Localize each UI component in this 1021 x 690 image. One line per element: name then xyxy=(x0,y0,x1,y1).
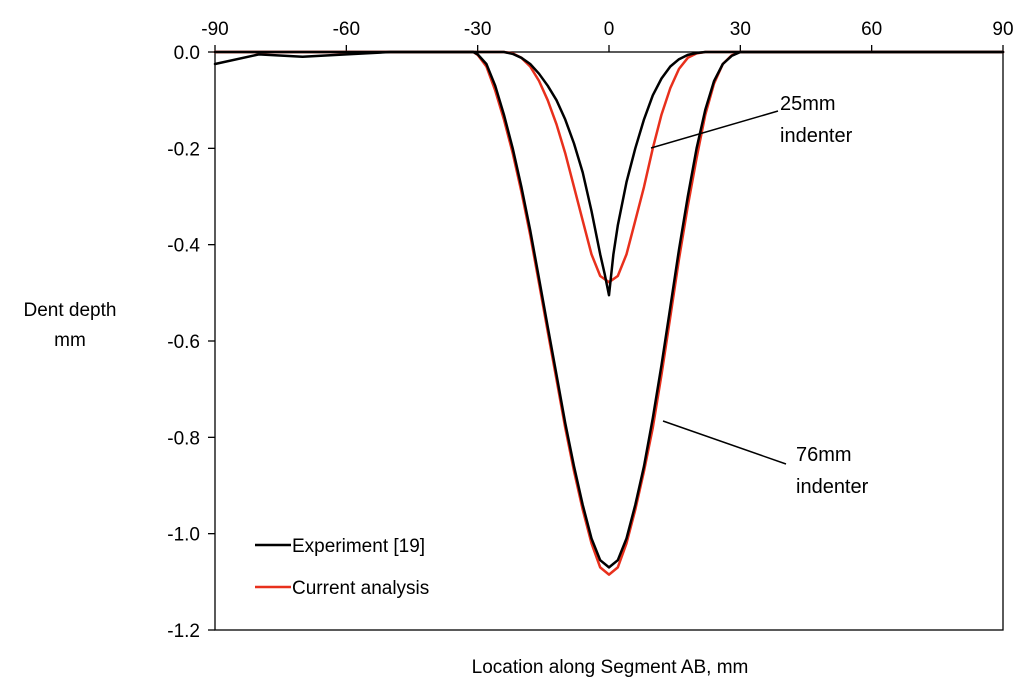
y-tick-label: -1.2 xyxy=(167,621,200,642)
y-tick-label: -0.4 xyxy=(167,236,200,257)
series-line-current-analysis-25mm-indenter xyxy=(213,50,1005,284)
legend-label-experiment: Experiment [19] xyxy=(292,536,425,557)
annotation-76mm-line-1: 76mm xyxy=(796,444,852,466)
annotation-leader-25mm xyxy=(650,110,779,149)
series-layer xyxy=(213,50,1005,576)
x-tick-label: 30 xyxy=(730,19,751,40)
x-tick-label: -90 xyxy=(201,19,228,40)
annotation-leader-76mm xyxy=(662,420,787,465)
y-tick-label: -1.0 xyxy=(167,525,200,546)
y-axis-title-line-1: Dent depth xyxy=(24,300,117,321)
x-tick-label: 0 xyxy=(604,19,615,40)
y-tick-label: -0.2 xyxy=(167,139,200,160)
x-axis-title: Location along Segment AB, mm xyxy=(472,657,749,678)
series-line-experiment-25mm-indenter xyxy=(213,50,1005,297)
annotation-76mm-line-2: indenter xyxy=(796,476,869,498)
y-tick-label: -0.8 xyxy=(167,428,200,449)
x-tick-label: -30 xyxy=(464,19,491,40)
x-axis: -90 -60 -30 0 30 60 90 xyxy=(201,19,1014,52)
legend-label-current: Current analysis xyxy=(292,578,429,599)
series-line-current-analysis-76mm-indenter xyxy=(213,50,1005,576)
x-tick-label: -60 xyxy=(333,19,360,40)
series-line-experiment-76mm-indenter xyxy=(213,50,1005,569)
annotation-25mm-line-2: indenter xyxy=(780,125,853,147)
annotation-25mm-line-1: 25mm xyxy=(780,93,836,115)
x-tick-label: 90 xyxy=(992,19,1013,40)
x-tick-label: 60 xyxy=(861,19,882,40)
y-axis-title-line-2: mm xyxy=(54,330,86,351)
y-tick-label: 0.0 xyxy=(174,43,200,64)
legend: Experiment [19] Current analysis xyxy=(255,536,429,599)
y-axis: 0.0 -0.2 -0.4 -0.6 -0.8 -1.0 -1.2 xyxy=(167,43,215,642)
y-tick-label: -0.6 xyxy=(167,332,200,353)
